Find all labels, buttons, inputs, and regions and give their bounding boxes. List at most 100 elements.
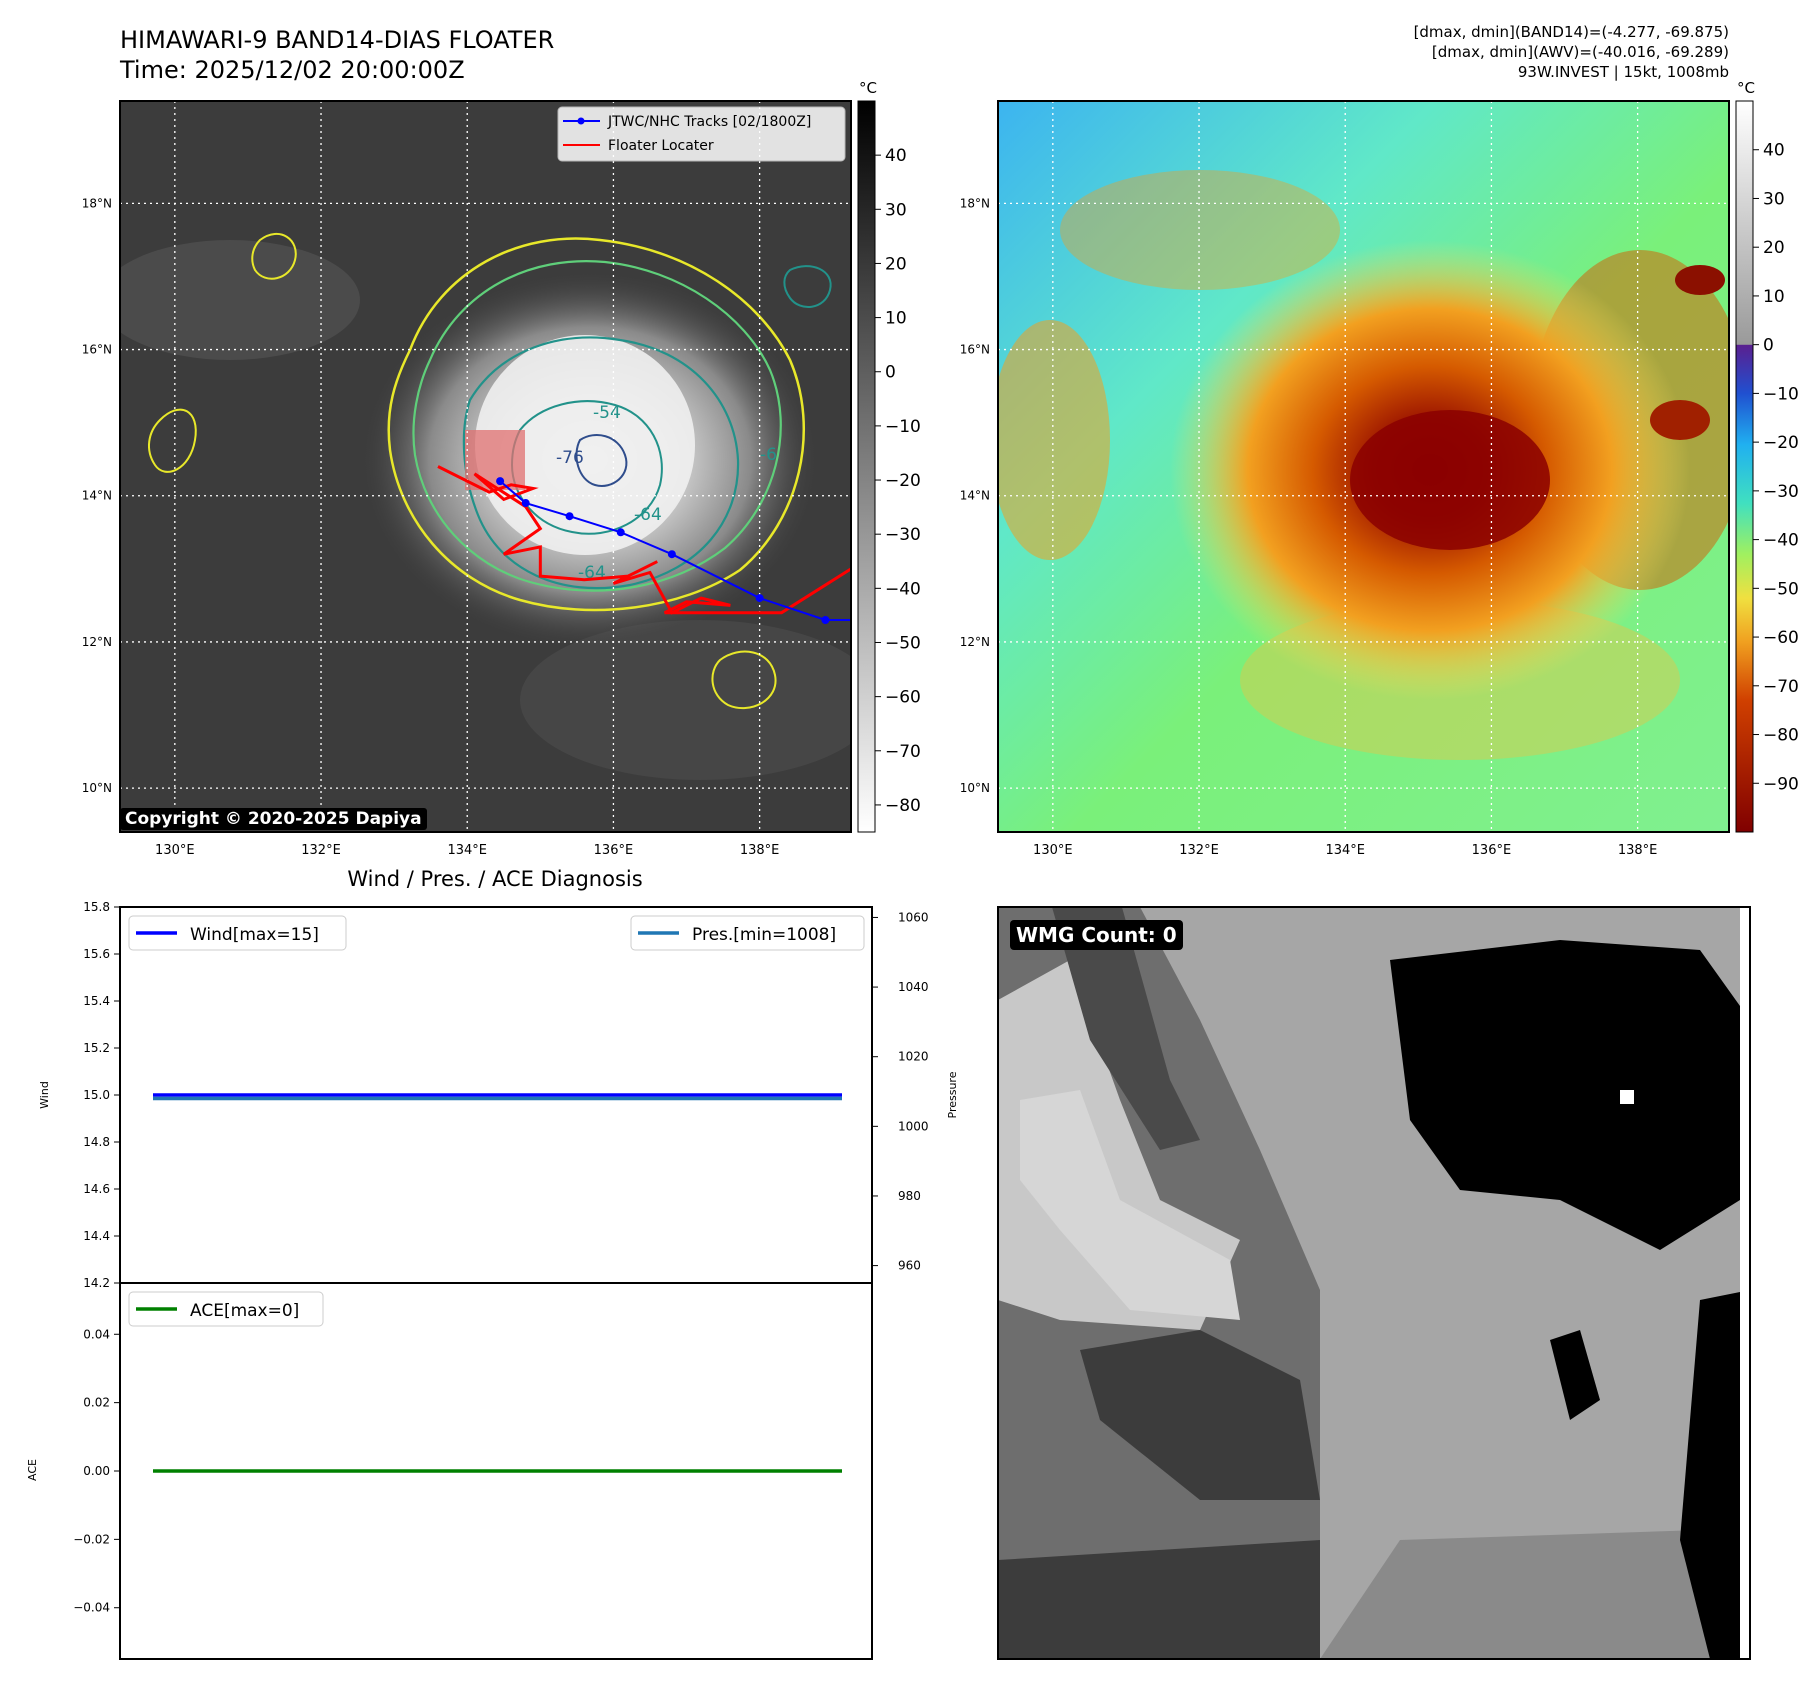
awv-colorbar-ticks: 40 30 20 10 0 −10 −20 −30 −40 −50 −60 −70 −80 −90 <box>1753 141 1799 794</box>
wmg-map-frame <box>997 906 1751 1660</box>
y-tick-label: 0.02 <box>83 1396 110 1410</box>
y-tick-label: 14.4 <box>83 1229 110 1243</box>
colorbar-tick-label: −10 <box>1763 384 1799 404</box>
y-tick-label: −0.02 <box>73 1532 110 1546</box>
y-tick-label: 1060 <box>898 910 929 924</box>
y-tick-label: 0.00 <box>83 1464 110 1478</box>
pressure-legend-label: Pres.[min=1008] <box>692 925 836 945</box>
x-tick-label: 136°E <box>594 843 634 858</box>
wind-y-axis: 15.8 15.6 15.4 15.2 15.0 14.8 14.6 14.4 14.2 <box>83 900 120 1290</box>
colorbar-tick-label: −70 <box>885 742 921 762</box>
colorbar-tick-label: −30 <box>1763 482 1799 502</box>
ace-legend: ACE[max=0] <box>128 1291 324 1327</box>
colorbar-tick-label: −70 <box>1763 677 1799 697</box>
floater-box <box>465 430 525 490</box>
y-tick-label: 14°N <box>960 489 990 503</box>
y-tick-label: 14°N <box>82 489 112 503</box>
storm-info: 93W.INVEST | 15kt, 1008mb <box>1517 63 1729 81</box>
y-tick-label: −0.04 <box>73 1601 110 1615</box>
track-point <box>667 550 676 559</box>
colorbar-tick-label: −60 <box>1763 628 1799 648</box>
colorbar-tick-label: 30 <box>885 200 907 220</box>
legend-floater-label: Floater Locater <box>608 138 714 154</box>
colorbar-tick-label: 30 <box>1763 189 1785 209</box>
wmg-count-badge: WMG Count: 0 <box>1010 920 1183 950</box>
map-gridlines <box>120 101 851 832</box>
y-tick-label: 15.0 <box>83 1088 110 1102</box>
x-tick-label: 134°E <box>447 843 487 858</box>
awv-y-axis: 18°N 16°N 14°N 12°N 10°N <box>960 196 990 795</box>
awv-colorbar-unit: °C <box>1737 79 1755 97</box>
plot-title: HIMAWARI-9 BAND14-DIAS FLOATER <box>120 26 555 54</box>
ace-y-axis: 0.04 0.02 0.00 −0.02 −0.04 <box>73 1327 120 1615</box>
y-tick-label: 12°N <box>82 635 112 649</box>
y-tick-label: 16°N <box>960 343 990 357</box>
y-tick-label: 10°N <box>82 781 112 795</box>
wind-legend-label: Wind[max=15] <box>190 925 319 945</box>
colorbar-tick-label: 10 <box>1763 287 1785 307</box>
jtwc-track-points <box>496 477 830 625</box>
y-tick-label: 18°N <box>960 196 990 210</box>
y-tick-label: 15.2 <box>83 1041 110 1055</box>
stats-line-awv: [dmax, dmin](AWV)=(-40.016, -69.289) <box>1431 43 1729 61</box>
x-tick-label: 138°E <box>1618 843 1658 858</box>
colorbar-tick-label: −30 <box>885 525 921 545</box>
ace-axis-label: ACE <box>26 1459 39 1481</box>
ir-y-axis: 18°N 16°N 14°N 12°N 10°N <box>82 196 112 795</box>
diagnosis-series <box>153 1093 842 1473</box>
y-tick-label: 14.6 <box>83 1182 110 1196</box>
map-gridlines <box>998 101 1729 832</box>
y-tick-label: 15.6 <box>83 947 110 961</box>
y-tick-label: 960 <box>898 1259 921 1273</box>
ace-legend-label: ACE[max=0] <box>190 1301 299 1321</box>
y-tick-label: 12°N <box>960 635 990 649</box>
colorbar-tick-label: −10 <box>885 417 921 437</box>
y-tick-label: 16°N <box>82 343 112 357</box>
contour-label: -54 <box>593 403 621 423</box>
colorbar-tick-label: −40 <box>1763 531 1799 551</box>
y-tick-label: 0.04 <box>83 1327 110 1341</box>
colorbar-tick-label: −40 <box>885 579 921 599</box>
x-tick-label: 132°E <box>301 843 341 858</box>
colorbar-tick-label: 0 <box>885 363 896 383</box>
colorbar-tick-label: 20 <box>885 254 907 274</box>
ir-colorbar-ticks: 40 30 20 10 0 −10 −20 −30 −40 −50 −60 −70 −80 <box>875 146 921 816</box>
y-tick-label: 18°N <box>82 196 112 210</box>
ir-colorbar <box>857 100 876 833</box>
ir-colorbar-unit: °C <box>859 79 877 97</box>
awv-map-frame <box>997 100 1730 833</box>
track-point <box>565 512 574 521</box>
colorbar-tick-label: 10 <box>885 309 907 329</box>
y-tick-label: 14.8 <box>83 1135 110 1149</box>
floater-track-line <box>437 465 851 615</box>
y-tick-label: 15.4 <box>83 994 110 1008</box>
y-tick-label: 14.2 <box>83 1276 110 1290</box>
x-tick-label: 134°E <box>1325 843 1365 858</box>
x-tick-label: 132°E <box>1179 843 1219 858</box>
awv-x-axis: 130°E 132°E 134°E 136°E 138°E <box>1033 843 1657 858</box>
wind-legend: Wind[max=15] <box>128 915 347 951</box>
x-tick-label: 130°E <box>1033 843 1073 858</box>
y-tick-label: 1020 <box>898 1050 929 1064</box>
colorbar-tick-label: −20 <box>885 471 921 491</box>
ir-legend: JTWC/NHC Tracks [02/1800Z] Floater Locat… <box>557 106 846 162</box>
ir-map-frame <box>119 100 852 833</box>
x-tick-label: 138°E <box>740 843 780 858</box>
track-point <box>821 616 830 625</box>
legend-track-label: JTWC/NHC Tracks [02/1800Z] <box>607 114 811 130</box>
track-point <box>616 528 625 537</box>
contour-label: -76 <box>556 448 584 468</box>
y-tick-label: 1000 <box>898 1119 929 1133</box>
wind-axis-label: Wind <box>38 1081 51 1109</box>
wmg-map <box>998 907 1750 1659</box>
jtwc-track-line <box>499 480 851 622</box>
awv-colorbar <box>1735 100 1754 833</box>
colorbar-tick-label: 0 <box>1763 336 1774 356</box>
colorbar-tick-label: −80 <box>1763 726 1799 746</box>
awv-map <box>998 101 1729 832</box>
pressure-axis-label: Pressure <box>946 1071 959 1118</box>
plot-time: Time: 2025/12/02 20:00:00Z <box>120 56 465 84</box>
contour-label: -64 <box>634 505 662 525</box>
colorbar-tick-label: −80 <box>885 796 921 816</box>
colorbar-tick-label: −60 <box>885 688 921 708</box>
